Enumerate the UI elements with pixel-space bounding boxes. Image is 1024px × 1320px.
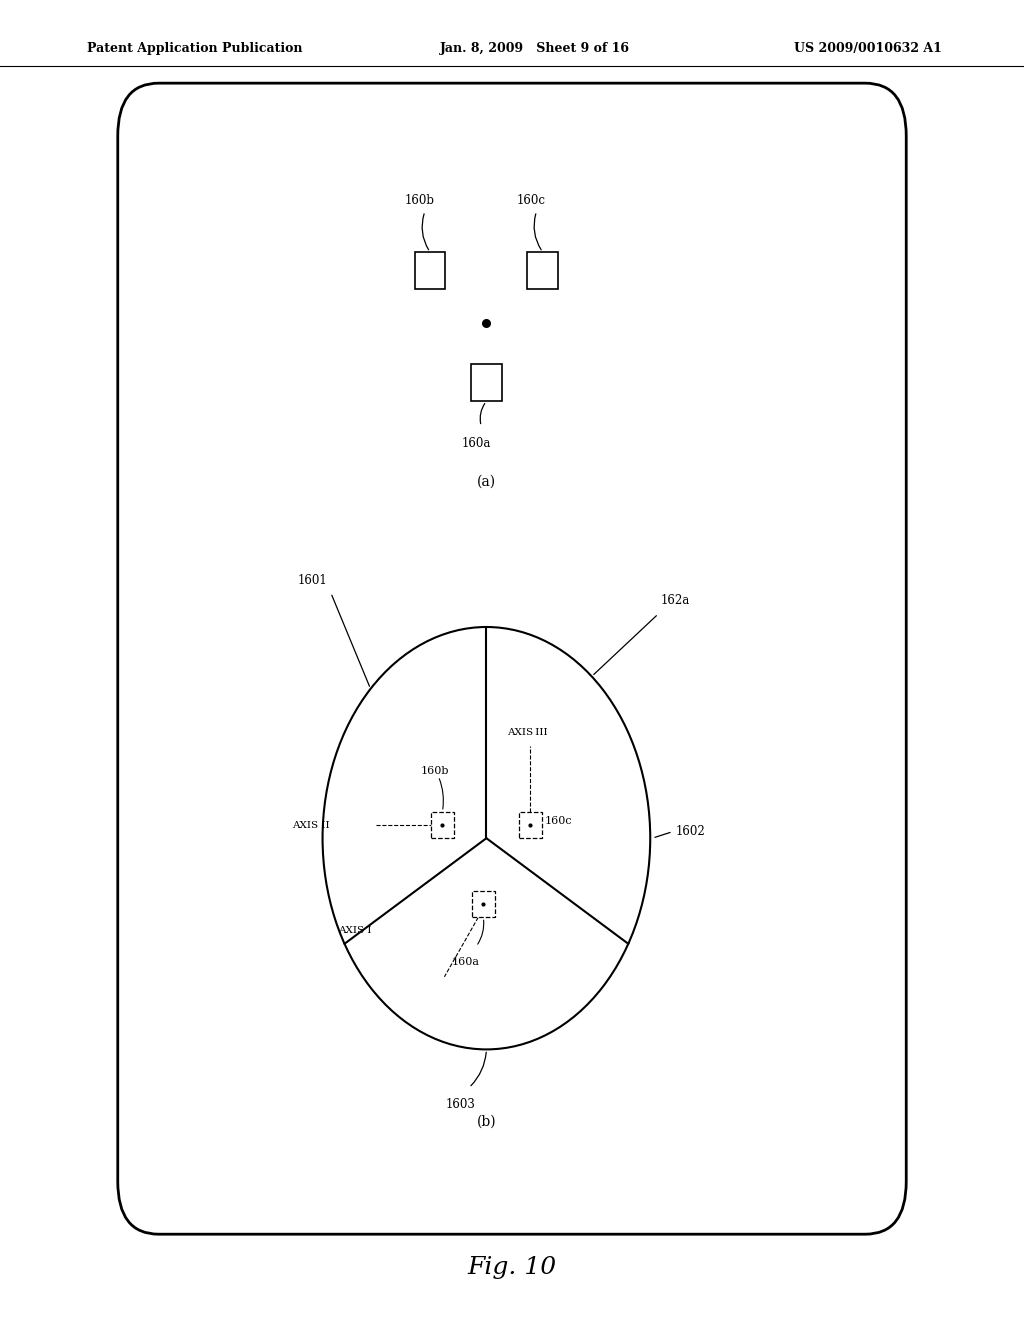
Text: 160b: 160b — [421, 766, 450, 776]
Text: Jan. 8, 2009   Sheet 9 of 16: Jan. 8, 2009 Sheet 9 of 16 — [440, 42, 631, 55]
Text: 162a: 162a — [660, 594, 690, 607]
Bar — [415, 252, 445, 289]
Text: (b): (b) — [476, 1115, 497, 1129]
Text: 160c: 160c — [517, 194, 546, 207]
Text: (a): (a) — [477, 475, 496, 488]
Text: AXIS II: AXIS II — [292, 821, 330, 829]
Text: Patent Application Publication: Patent Application Publication — [87, 42, 302, 55]
Bar — [527, 252, 558, 289]
Bar — [519, 812, 542, 838]
Text: 1602: 1602 — [676, 825, 706, 838]
Text: 160a: 160a — [462, 437, 490, 450]
Text: AXIS III: AXIS III — [507, 729, 548, 737]
Text: AXIS I: AXIS I — [338, 927, 372, 935]
Ellipse shape — [323, 627, 650, 1049]
Text: Fig. 10: Fig. 10 — [467, 1255, 557, 1279]
Text: US 2009/0010632 A1: US 2009/0010632 A1 — [795, 42, 942, 55]
Text: 160c: 160c — [545, 816, 572, 826]
Text: 160b: 160b — [404, 194, 435, 207]
Bar — [471, 364, 502, 401]
Bar — [472, 891, 495, 917]
Bar — [431, 812, 454, 838]
Text: 1601: 1601 — [297, 574, 328, 587]
Text: 1603: 1603 — [445, 1098, 476, 1111]
Text: 160a: 160a — [452, 957, 480, 968]
